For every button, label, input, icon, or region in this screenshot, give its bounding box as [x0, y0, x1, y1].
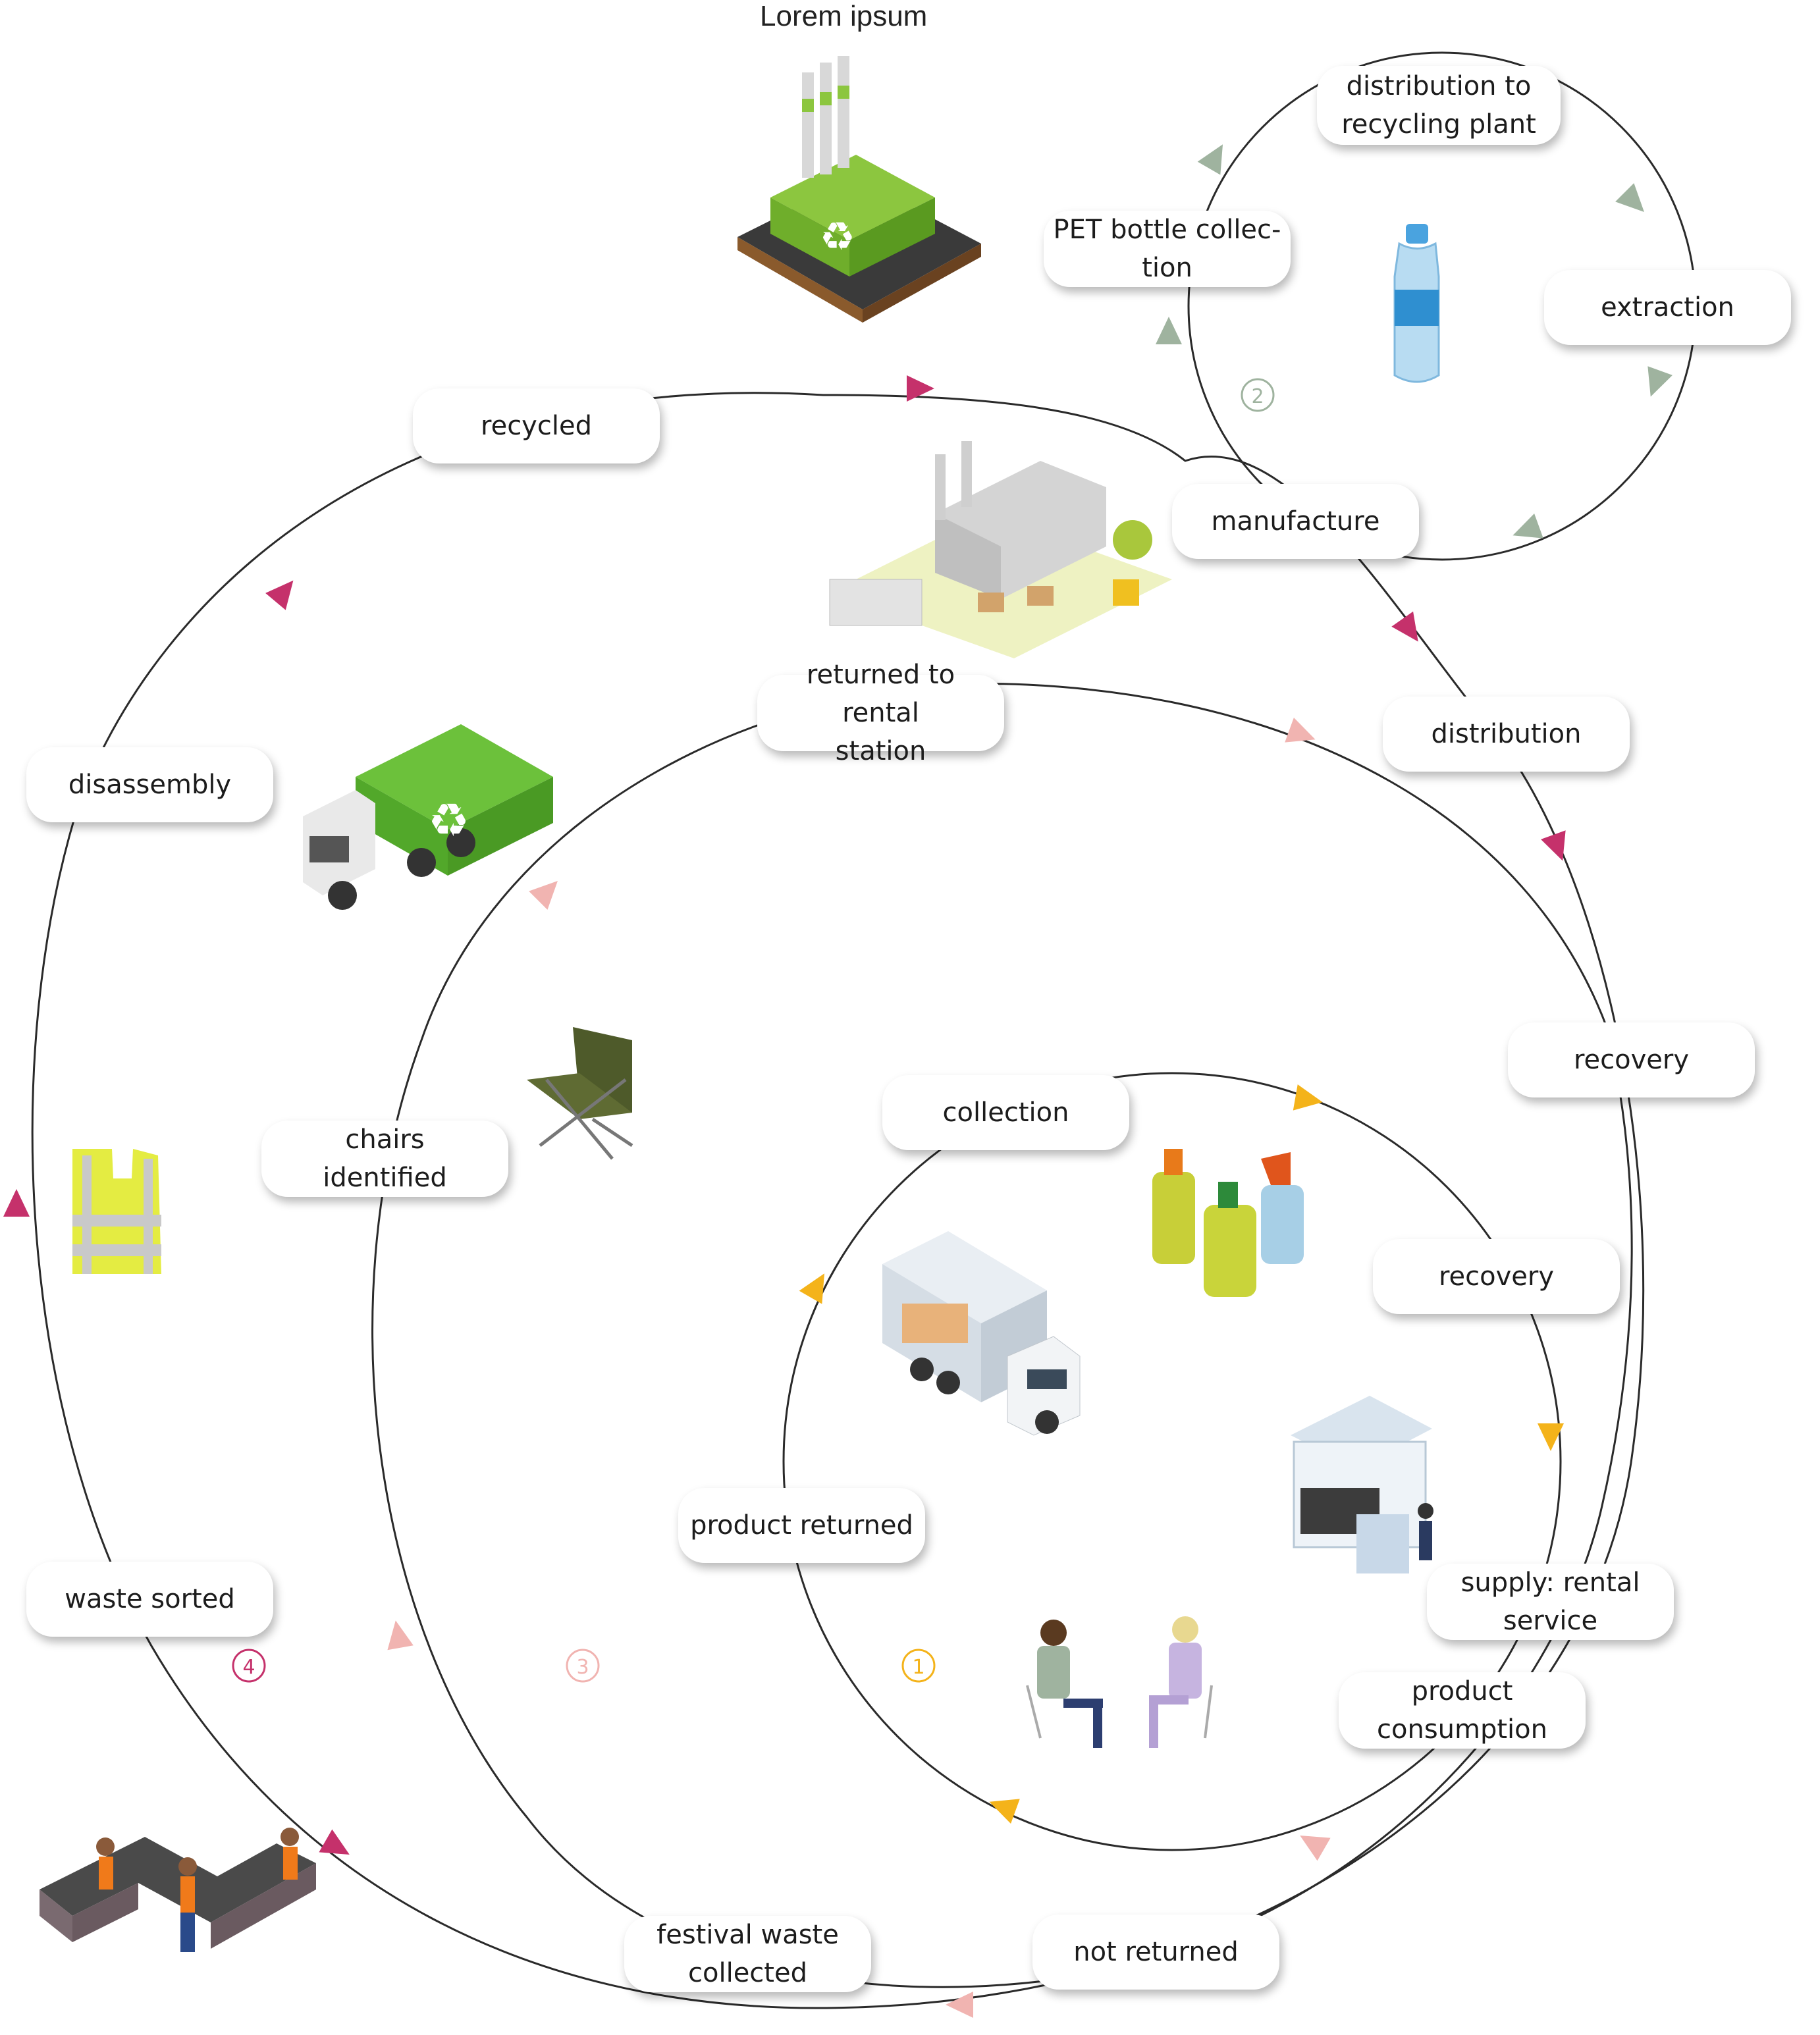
node-extraction: extraction — [1544, 270, 1791, 345]
loop-2-arrow-icon — [1615, 183, 1644, 212]
node-waste-sorted: waste sorted — [26, 1562, 273, 1637]
loop-1-arrow-icon — [799, 1273, 824, 1304]
loop-2-arrow-icon — [1197, 144, 1223, 175]
loop-4-arrow-icon — [1541, 830, 1566, 861]
loop-4-arrow-icon — [265, 580, 294, 610]
rental-kiosk-icon — [1291, 1396, 1433, 1573]
node-collection: collection — [882, 1075, 1129, 1150]
node-recycled: recycled — [413, 388, 660, 463]
loop-4-arrow-icon — [1391, 611, 1418, 642]
loop-2-arrow-icon — [1156, 317, 1182, 344]
node-pet-bottle-collection: PET bottle collec- tion — [1044, 211, 1291, 287]
node-distribution: distribution — [1383, 697, 1630, 772]
garbage-truck-icon: ♻ — [303, 724, 553, 910]
node-festival-waste-collected: festival waste collected — [624, 1916, 871, 1992]
loop-number-2: 2 — [1241, 378, 1275, 412]
node-disassembly: disassembly — [26, 747, 273, 822]
svg-text:♻: ♻ — [820, 214, 855, 260]
loop-number-4: 4 — [232, 1649, 266, 1683]
svg-text:1: 1 — [912, 1656, 924, 1679]
node-recovery-inner: recovery — [1373, 1239, 1620, 1314]
safety-vest-icon — [72, 1149, 161, 1274]
node-supply-rental-service: supply: rental service — [1427, 1564, 1674, 1640]
node-recovery-outer: recovery — [1508, 1022, 1755, 1097]
loop-4-arrow-icon — [907, 375, 934, 402]
node-returned-to-rental-station: returned to rental station — [757, 660, 1004, 766]
diagram-title: Lorem ipsum — [760, 0, 928, 32]
waste-sorting-station-icon — [40, 1828, 316, 1952]
loop-1-arrow-icon — [1293, 1084, 1323, 1111]
svg-text:3: 3 — [576, 1656, 589, 1679]
node-chairs-identified: chairs identified — [261, 1121, 508, 1197]
node-product-returned: product returned — [678, 1488, 925, 1563]
loop-3-arrow-icon — [1300, 1836, 1331, 1861]
factory-warehouse-icon — [829, 441, 1172, 658]
loop-4-path — [31, 392, 1645, 2009]
loop-2-arrow-icon — [1647, 366, 1673, 397]
node-manufacture: manufacture — [1172, 484, 1419, 559]
svg-text:2: 2 — [1251, 385, 1264, 408]
loop-1-arrow-icon — [989, 1799, 1020, 1824]
loop-4-arrow-icon — [3, 1189, 30, 1217]
loop-3-arrow-icon — [387, 1620, 414, 1651]
cleaning-bottles-icon — [1152, 1149, 1304, 1297]
loop-3-arrow-icon — [529, 881, 558, 910]
delivery-truck-icon — [882, 1231, 1081, 1436]
loop-number-1: 1 — [901, 1649, 936, 1683]
loop-1-arrow-icon — [1538, 1423, 1564, 1451]
pet-bottle-icon — [1393, 224, 1440, 383]
seated-people-icon — [1026, 1616, 1213, 1748]
node-distribution-to-recycling-plant: distribution to recycling plant — [1317, 66, 1561, 145]
loop-1-circle — [782, 1072, 1562, 1851]
loop-4-arrow-icon — [319, 1829, 350, 1855]
loop-3-arrow-icon — [1285, 718, 1316, 743]
svg-text:4: 4 — [242, 1656, 255, 1679]
recycling-factory-icon: ♻ — [737, 56, 981, 323]
loop-2-arrow-icon — [1512, 514, 1543, 539]
loop-number-3: 3 — [566, 1649, 600, 1683]
node-not-returned: not returned — [1032, 1915, 1279, 1990]
node-product-consumption: product consumption — [1339, 1672, 1586, 1749]
svg-text:♻: ♻ — [428, 793, 469, 847]
loop-3-arrow-icon — [946, 1992, 973, 2018]
camping-chair-icon — [527, 1027, 633, 1160]
